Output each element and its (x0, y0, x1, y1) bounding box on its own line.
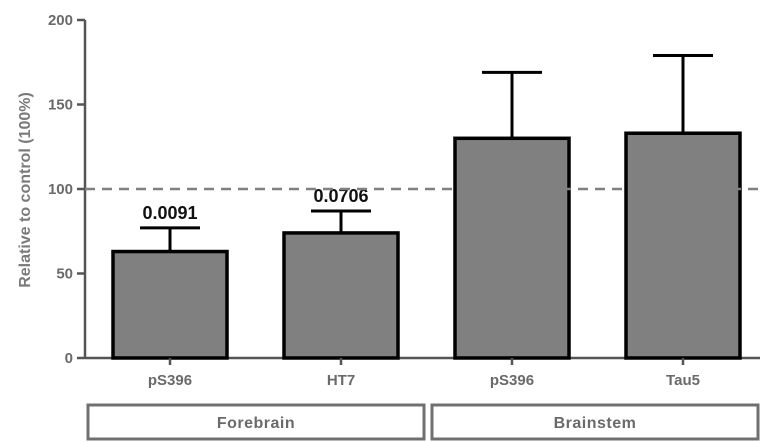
group-box (430, 403, 760, 441)
bar (282, 231, 400, 360)
y-tick-label: 50 (56, 266, 73, 283)
group-box (86, 403, 426, 441)
y-axis-label: Relative to control (100%) (17, 92, 34, 288)
x-tick-label: pS396 (148, 372, 192, 389)
y-tick-label: 200 (48, 12, 73, 29)
bar (624, 131, 742, 360)
bar (111, 249, 229, 360)
bar (453, 136, 571, 360)
y-tick-label: 100 (48, 181, 73, 198)
plot-area: 0 50 100 150 200 pS396 0.0091 HT7 0.0706 pS396 Tau… (48, 12, 760, 441)
x-tick-label: Tau5 (666, 372, 700, 389)
x-tick-label: HT7 (327, 372, 355, 389)
p-value-label: 0.0091 (142, 203, 197, 223)
group-label: Forebrain (217, 415, 295, 432)
group-label: Brainstem (554, 415, 637, 432)
x-tick-label: pS396 (490, 372, 534, 389)
p-value-label: 0.0706 (313, 186, 368, 206)
y-tick-label: 150 (48, 97, 73, 114)
y-tick-label: 0 (65, 350, 73, 367)
